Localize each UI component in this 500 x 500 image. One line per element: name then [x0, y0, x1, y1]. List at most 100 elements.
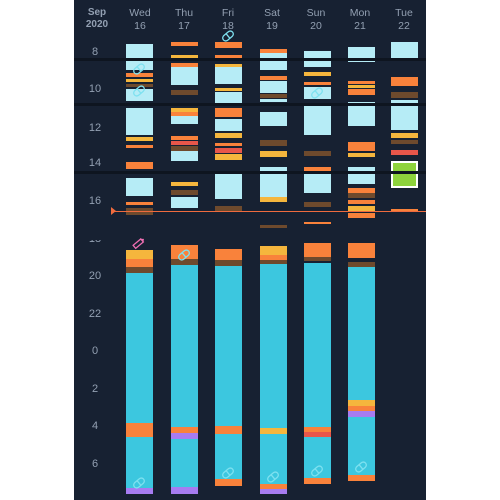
- activity-block[interactable]: [348, 475, 375, 481]
- activity-block[interactable]: [171, 190, 198, 195]
- activity-block[interactable]: [304, 72, 331, 76]
- activity-block[interactable]: [171, 182, 198, 186]
- awake-block[interactable]: [215, 119, 242, 131]
- day-header-wed[interactable]: Wed 16: [120, 7, 160, 33]
- sleep-block[interactable]: [260, 264, 287, 428]
- activity-block[interactable]: [304, 432, 331, 437]
- activity-block[interactable]: [391, 92, 418, 98]
- activity-block[interactable]: [304, 243, 331, 257]
- awake-block[interactable]: [171, 151, 198, 161]
- activity-block[interactable]: [215, 88, 242, 91]
- day-column-fri[interactable]: [215, 0, 242, 500]
- awake-block[interactable]: [215, 92, 242, 105]
- activity-block[interactable]: [348, 400, 375, 406]
- activity-block[interactable]: [391, 209, 418, 212]
- awake-block[interactable]: [171, 197, 198, 208]
- day-header-fri[interactable]: Fri 18: [208, 7, 248, 33]
- sleep-block[interactable]: [171, 265, 198, 427]
- pill-icon[interactable]: [132, 84, 146, 98]
- awake-block[interactable]: [304, 106, 331, 135]
- activity-block[interactable]: [304, 427, 331, 432]
- activity-block[interactable]: [215, 479, 242, 486]
- activity-block[interactable]: [126, 137, 153, 141]
- activity-block[interactable]: [304, 167, 331, 172]
- activity-block[interactable]: [260, 76, 287, 80]
- activity-block[interactable]: [260, 94, 287, 98]
- day-column-mon[interactable]: [348, 0, 375, 500]
- awake-block[interactable]: [260, 53, 287, 70]
- activity-block[interactable]: [126, 423, 153, 437]
- awake-block[interactable]: [348, 102, 375, 126]
- activity-block[interactable]: [348, 81, 375, 84]
- activity-block[interactable]: [171, 433, 198, 439]
- pill-icon[interactable]: [221, 466, 235, 480]
- activity-block[interactable]: [391, 140, 418, 144]
- activity-block[interactable]: [391, 133, 418, 138]
- activity-block[interactable]: [171, 245, 198, 259]
- sleep-block[interactable]: [348, 267, 375, 400]
- activity-block[interactable]: [260, 140, 287, 146]
- day-header-mon[interactable]: Mon 21: [340, 7, 380, 33]
- activity-block[interactable]: [171, 63, 198, 67]
- activity-block[interactable]: [391, 77, 418, 86]
- day-column-sat[interactable]: [260, 0, 287, 500]
- activity-block[interactable]: [391, 150, 418, 155]
- pencil-icon[interactable]: [132, 236, 146, 250]
- activity-block[interactable]: [348, 89, 375, 95]
- activity-block[interactable]: [304, 151, 331, 156]
- activity-block[interactable]: [260, 484, 287, 489]
- awake-block[interactable]: [391, 42, 418, 59]
- day-column-wed[interactable]: [126, 0, 153, 500]
- awake-block[interactable]: [215, 172, 242, 199]
- activity-block[interactable]: [348, 243, 375, 258]
- awake-block[interactable]: [126, 108, 153, 135]
- activity-block[interactable]: [215, 42, 242, 48]
- activity-block[interactable]: [126, 202, 153, 205]
- day-column-tue[interactable]: [391, 0, 418, 500]
- activity-block[interactable]: [348, 200, 375, 204]
- awake-block[interactable]: [171, 116, 198, 124]
- activity-block[interactable]: [126, 73, 153, 77]
- activity-block[interactable]: [171, 487, 198, 494]
- awake-block[interactable]: [260, 81, 287, 93]
- activity-block[interactable]: [126, 79, 153, 82]
- activity-block[interactable]: [171, 141, 198, 145]
- activity-block[interactable]: [348, 142, 375, 151]
- pill-icon[interactable]: [132, 476, 146, 490]
- activity-block[interactable]: [260, 260, 287, 264]
- day-header-tue[interactable]: Tue 22: [384, 7, 424, 33]
- activity-block[interactable]: [260, 197, 287, 202]
- awake-block[interactable]: [260, 112, 287, 126]
- awake-block[interactable]: [260, 99, 287, 102]
- awake-block[interactable]: [126, 44, 153, 70]
- activity-block[interactable]: [215, 108, 242, 117]
- activity-block[interactable]: [348, 85, 375, 88]
- activity-block[interactable]: [348, 206, 375, 211]
- activity-block[interactable]: [304, 202, 331, 207]
- activity-block[interactable]: [215, 249, 242, 260]
- day-header-thu[interactable]: Thu 17: [164, 7, 204, 33]
- activity-block[interactable]: [215, 206, 242, 211]
- current-day-block[interactable]: [391, 161, 418, 188]
- activity-block[interactable]: [260, 428, 287, 434]
- sleep-block[interactable]: [348, 417, 375, 475]
- sleep-block[interactable]: [304, 263, 331, 427]
- awake-block[interactable]: [348, 167, 375, 184]
- activity-block[interactable]: [304, 478, 331, 484]
- activity-block[interactable]: [215, 148, 242, 153]
- day-column-sun[interactable]: [304, 0, 331, 500]
- activity-block[interactable]: [348, 213, 375, 218]
- sleep-block[interactable]: [171, 439, 198, 487]
- activity-block[interactable]: [171, 112, 198, 116]
- activity-block[interactable]: [348, 193, 375, 198]
- sleep-block[interactable]: [260, 434, 287, 484]
- pill-icon[interactable]: [266, 470, 280, 484]
- activity-block[interactable]: [171, 90, 198, 95]
- day-column-thu[interactable]: [171, 0, 198, 500]
- activity-block[interactable]: [304, 82, 331, 85]
- activity-block[interactable]: [260, 246, 287, 255]
- activity-block[interactable]: [260, 49, 287, 53]
- activity-block[interactable]: [171, 136, 198, 140]
- sleep-block[interactable]: [126, 273, 153, 423]
- activity-block[interactable]: [171, 42, 198, 46]
